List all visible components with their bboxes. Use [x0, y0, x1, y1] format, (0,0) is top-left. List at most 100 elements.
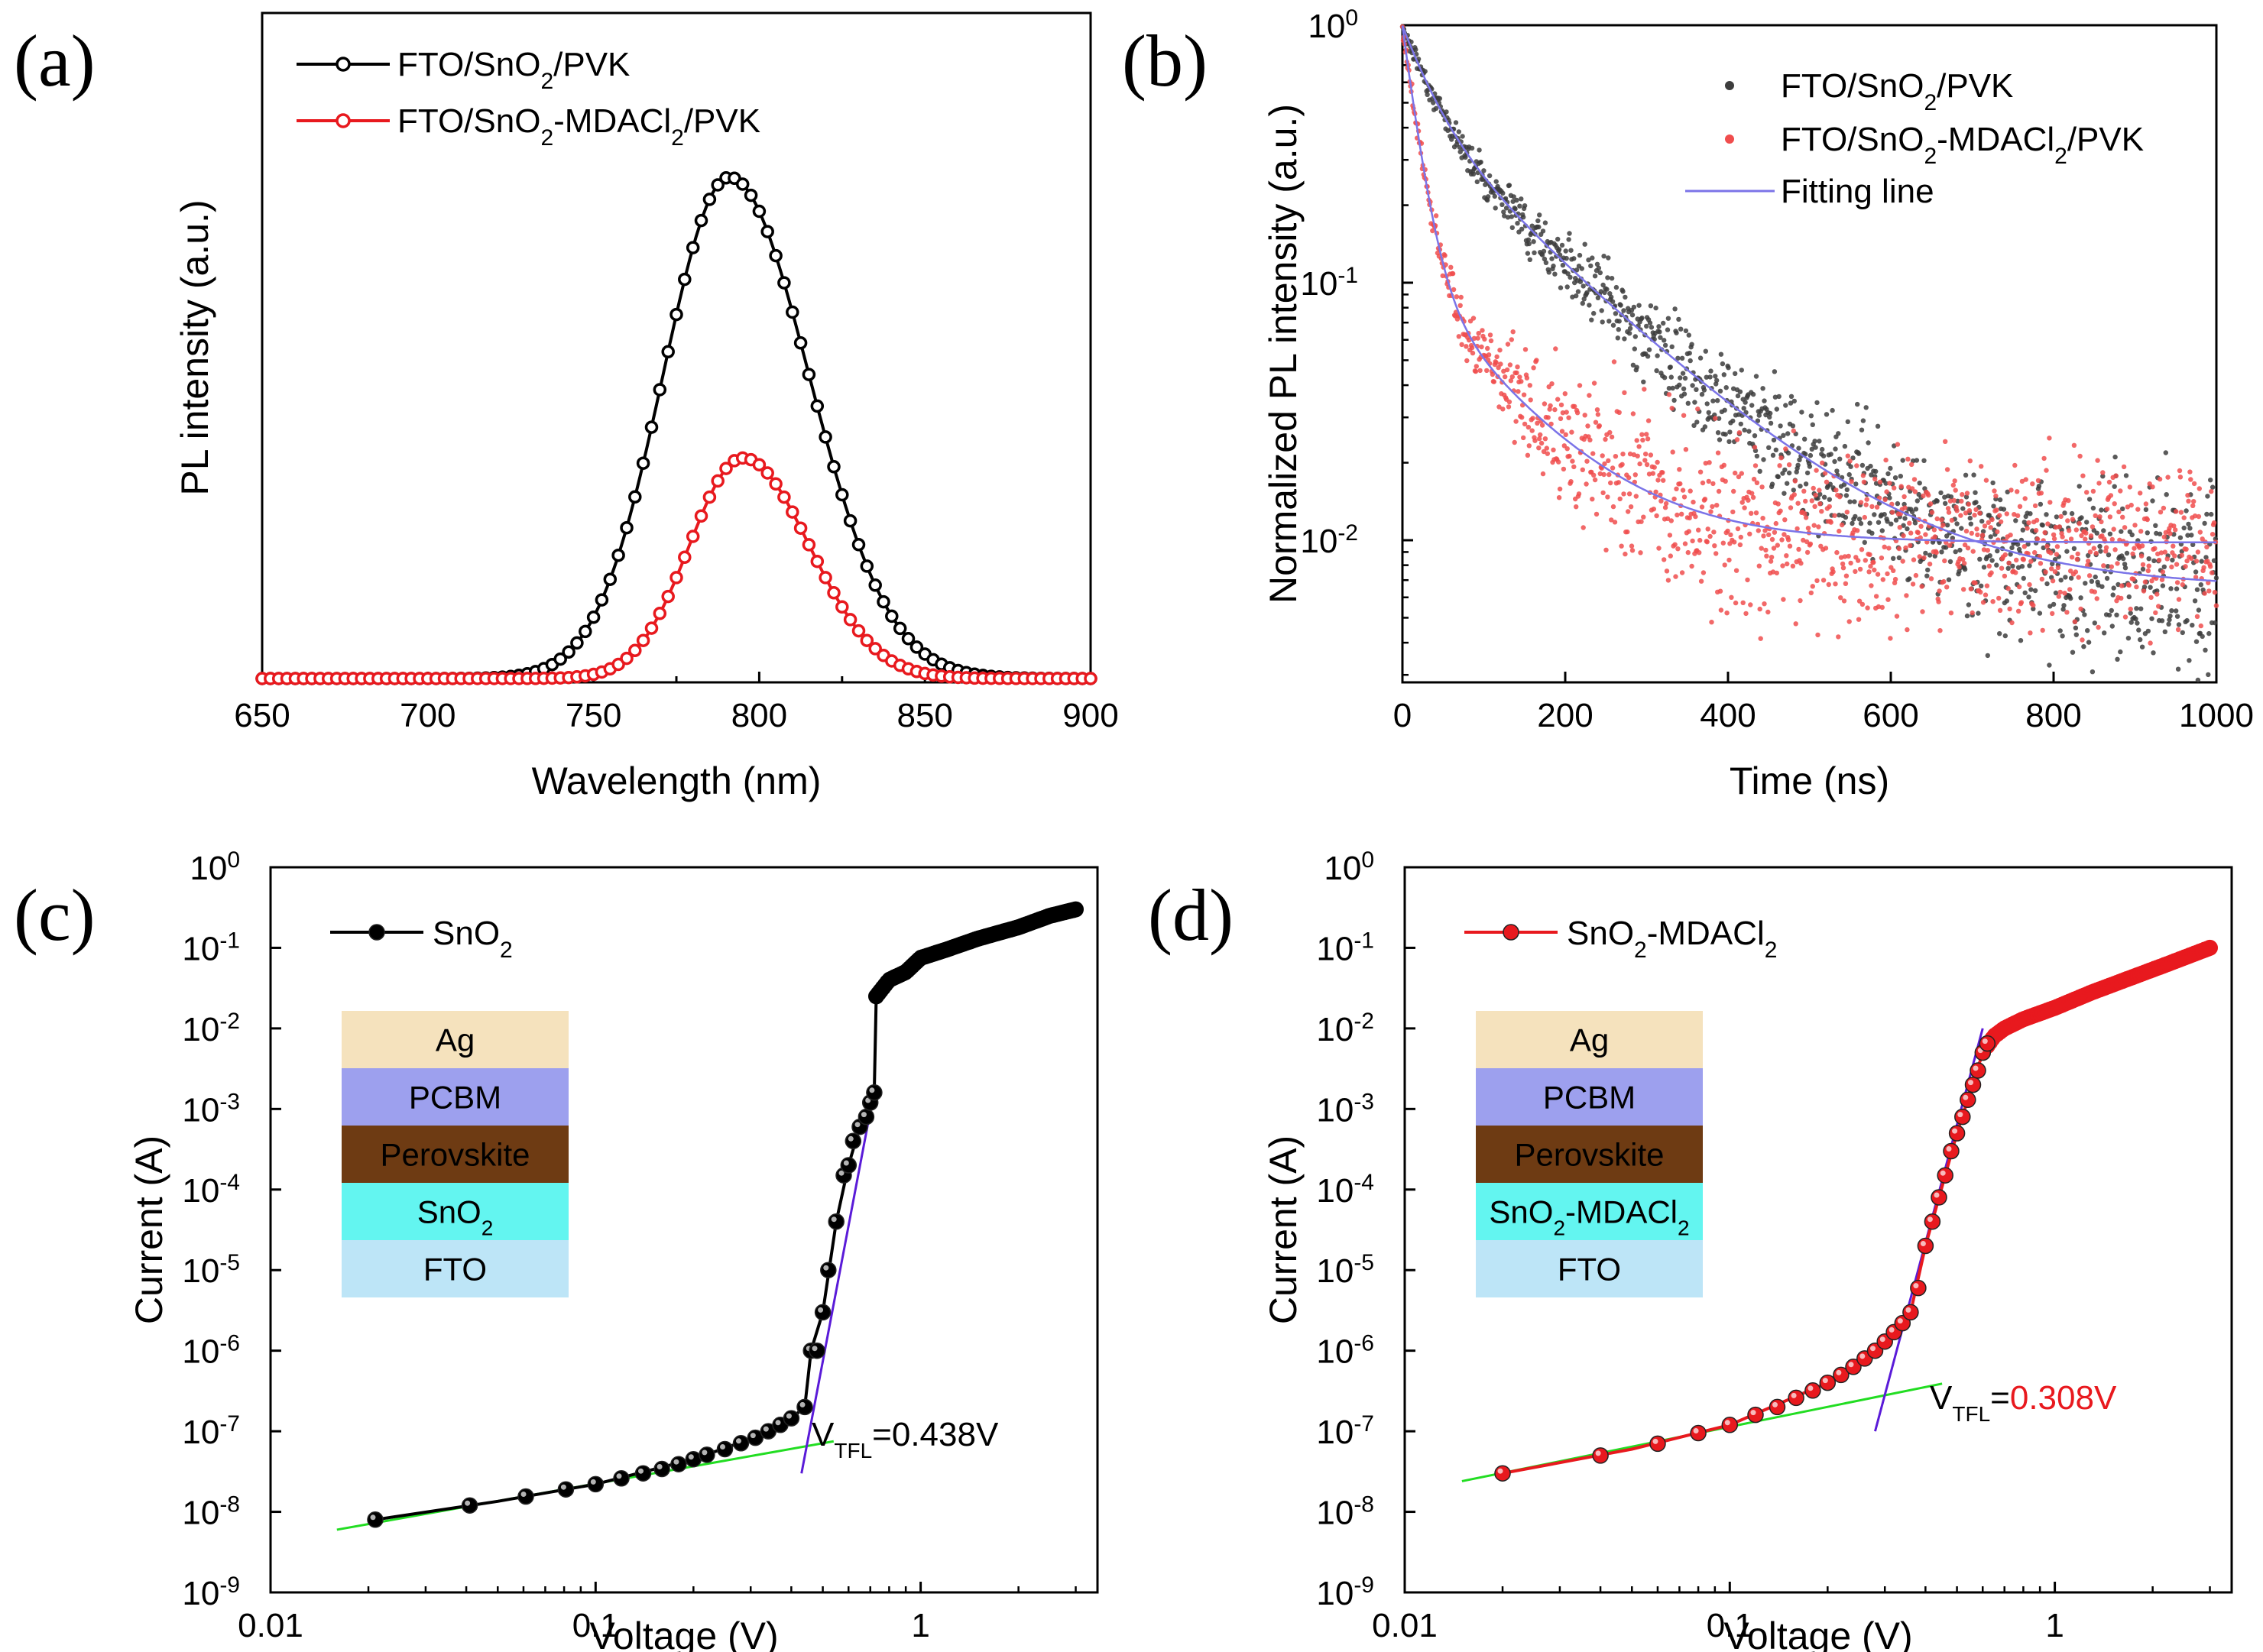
data-point: [1778, 508, 1783, 513]
data-point: [1690, 538, 1695, 544]
data-point: [1909, 486, 1915, 491]
legend-text-subscript: 2: [671, 125, 684, 151]
data-point: [1909, 462, 1914, 468]
data-point: [719, 462, 733, 475]
data-point: [1892, 475, 1898, 481]
data-point: [2027, 581, 2032, 588]
data-point: [1682, 375, 1688, 381]
data-point: [1506, 404, 1512, 410]
data-point: [1868, 463, 1873, 469]
data-point: [1983, 592, 1989, 598]
data-point: [678, 550, 692, 565]
data-point: [1664, 568, 1670, 574]
data-point: [1689, 342, 1694, 347]
data-point: [661, 345, 675, 359]
data-point: [2017, 504, 2023, 509]
data-point: [1994, 507, 1999, 513]
data-point: [1944, 545, 1949, 550]
data-point: [1679, 570, 1685, 575]
x-axis-title: Wavelength (nm): [532, 760, 822, 802]
panel-label: (a): [14, 20, 96, 102]
data-point: [1885, 519, 1890, 524]
data-point: [2008, 589, 2014, 594]
data-point: [2133, 616, 2138, 622]
data-point: [1560, 410, 1566, 416]
layer-text-main: Perovskite: [1514, 1137, 1664, 1173]
data-point: [2192, 598, 2198, 604]
data-point: [1766, 532, 1772, 537]
data-point: [1494, 354, 1499, 360]
data-point: [1519, 415, 1525, 420]
data-point: [1927, 552, 1933, 558]
data-point: [1906, 484, 1911, 490]
data-point: [1658, 335, 1663, 340]
data-point: [1723, 432, 1728, 437]
data-point: [2199, 559, 2204, 564]
data-point-highlight: [1859, 1353, 1866, 1359]
data-point: [2031, 606, 2036, 611]
data-point: [2093, 574, 2098, 580]
data-point: [1896, 555, 1902, 561]
data-point: [819, 571, 832, 585]
y-axis-title: Current (A): [128, 1135, 170, 1324]
data-point-highlight: [720, 1444, 725, 1450]
data-point: [1600, 490, 1606, 496]
data-point: [2206, 588, 2212, 594]
data-point: [1603, 547, 1609, 552]
data-point: [1747, 1406, 1764, 1424]
data-point: [2107, 531, 2113, 536]
data-point: [2008, 552, 2013, 557]
data-point-highlight: [370, 1514, 376, 1521]
data-point: [1708, 368, 1713, 374]
data-point: [1460, 134, 1465, 139]
data-point: [2052, 569, 2058, 575]
data-point: [1473, 368, 1479, 374]
panel-label: (b): [1122, 20, 1208, 102]
data-point-highlight: [736, 1438, 741, 1444]
y-tick-label: 10-1: [1316, 928, 1374, 968]
data-point: [2032, 549, 2038, 556]
data-point: [1681, 386, 1687, 391]
data-point: [1750, 391, 1756, 397]
data-point: [2139, 644, 2145, 649]
data-point: [1542, 220, 1548, 225]
data-point: [1929, 510, 1935, 515]
data-point: [1994, 562, 1999, 568]
data-point: [1662, 338, 1667, 343]
y-tick-label: 10-4: [182, 1169, 240, 1210]
data-point: [620, 651, 634, 666]
data-point: [2211, 520, 2217, 526]
data-point: [1853, 481, 1859, 487]
data-point: [2072, 619, 2078, 624]
data-point: [1807, 541, 1814, 546]
data-point: [2126, 594, 2132, 600]
data-point: [2081, 644, 2086, 649]
data-point: [1602, 461, 1607, 467]
plot-frame: [1403, 866, 2233, 1594]
data-point: [1425, 92, 1430, 98]
data-point: [860, 559, 874, 573]
data-point: [760, 466, 774, 480]
data-point: [1542, 436, 1548, 442]
data-point: [2082, 612, 2087, 617]
data-point: [1655, 478, 1661, 483]
data-point: [2075, 551, 2080, 557]
data-point: [2109, 564, 2114, 569]
data-point: [1775, 543, 1780, 548]
data-point: [1846, 471, 1852, 478]
data-point: [2193, 575, 2199, 580]
data-point: [1756, 413, 1762, 418]
data-point: [2200, 633, 2205, 640]
data-point: [1545, 451, 1551, 456]
data-point: [1837, 512, 1842, 518]
data-point: [2099, 507, 2104, 513]
data-point: [1810, 422, 1815, 427]
device-layer-pcbm: [1476, 1068, 1703, 1126]
x-tick-label: 0.1: [572, 1607, 619, 1644]
data-point: [2083, 581, 2088, 586]
data-point: [1879, 556, 1885, 561]
data-point: [2109, 624, 2115, 629]
data-point: [2047, 604, 2053, 609]
data-point: [2138, 529, 2144, 534]
data-point: [1860, 418, 1866, 423]
